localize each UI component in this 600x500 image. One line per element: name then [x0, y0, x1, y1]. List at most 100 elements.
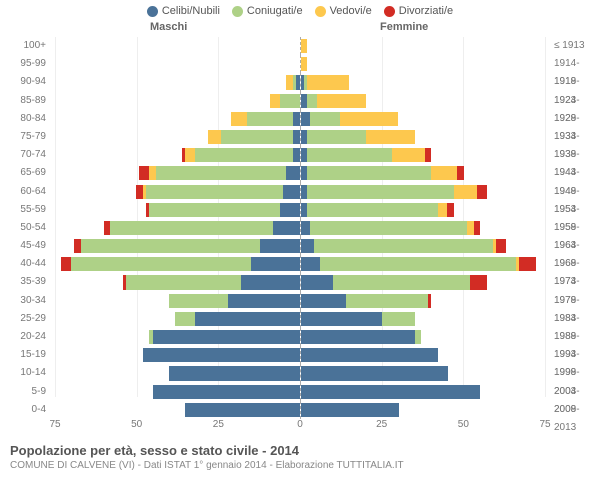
pyramid-row: [55, 237, 545, 255]
pyramid-row: [55, 219, 545, 237]
female-half: [300, 73, 546, 91]
bar-segment: [231, 112, 247, 126]
x-tick: 75: [49, 419, 60, 430]
bar-segment: [301, 112, 311, 126]
legend-item: Coniugati/e: [232, 5, 303, 17]
bar-segment: [169, 366, 300, 380]
bar-segment: [61, 257, 71, 271]
age-label: 65-69: [0, 164, 50, 182]
birth-year-label: 2009-2013: [550, 401, 600, 419]
bar-segment: [301, 403, 399, 417]
x-tick: 0: [297, 419, 303, 430]
age-label: 85-89: [0, 92, 50, 110]
legend-swatch: [315, 6, 326, 17]
bar-segment: [477, 185, 487, 199]
age-label: 40-44: [0, 255, 50, 273]
female-half: [300, 110, 546, 128]
bar-segment: [425, 148, 432, 162]
female-half: [300, 273, 546, 291]
male-half: [55, 73, 300, 91]
bar-segment: [382, 312, 415, 326]
female-half: [300, 164, 546, 182]
male-half: [55, 201, 300, 219]
bar-segment: [283, 185, 299, 199]
male-half: [55, 255, 300, 273]
bar-segment: [317, 94, 366, 108]
bar-segment: [310, 112, 339, 126]
age-label: 90-94: [0, 73, 50, 91]
legend-label: Divorziati/e: [399, 5, 453, 17]
bar-segment: [301, 257, 321, 271]
pyramid-row: [55, 255, 545, 273]
female-half: [300, 128, 546, 146]
bar-segment: [260, 239, 299, 253]
male-half: [55, 346, 300, 364]
female-half: [300, 146, 546, 164]
bar-segment: [81, 239, 261, 253]
female-half: [300, 255, 546, 273]
female-half: [300, 292, 546, 310]
male-half: [55, 146, 300, 164]
bars-area: [55, 37, 545, 417]
pyramid-row: [55, 164, 545, 182]
bar-segment: [301, 39, 308, 53]
female-half: [300, 364, 546, 382]
birth-year-label: 2004-2008: [550, 383, 600, 401]
bar-segment: [195, 312, 300, 326]
female-half: [300, 328, 546, 346]
gender-labels: Maschi Femmine: [0, 21, 600, 37]
bar-segment: [149, 203, 280, 217]
legend-swatch: [232, 6, 243, 17]
bar-segment: [247, 112, 293, 126]
male-half: [55, 128, 300, 146]
bar-segment: [110, 221, 273, 235]
male-half: [55, 110, 300, 128]
birth-year-label: 1989-1993: [550, 328, 600, 346]
age-label: 45-49: [0, 237, 50, 255]
bar-segment: [301, 275, 334, 289]
bar-segment: [301, 294, 347, 308]
pyramid-row: [55, 364, 545, 382]
birth-year-label: 1979-1983: [550, 292, 600, 310]
pyramid-row: [55, 273, 545, 291]
age-label: 80-84: [0, 110, 50, 128]
female-half: [300, 37, 546, 55]
bar-segment: [175, 312, 195, 326]
legend-swatch: [384, 6, 395, 17]
male-half: [55, 92, 300, 110]
bar-segment: [301, 312, 383, 326]
male-half: [55, 273, 300, 291]
bar-segment: [428, 294, 431, 308]
age-label: 55-59: [0, 201, 50, 219]
age-label: 35-39: [0, 273, 50, 291]
male-half: [55, 237, 300, 255]
bar-segment: [221, 130, 293, 144]
bar-segment: [146, 185, 283, 199]
chart-footer: Popolazione per età, sesso e stato civil…: [0, 437, 600, 471]
x-tick: 50: [131, 419, 142, 430]
birth-year-label: ≤ 1913: [550, 37, 600, 55]
age-label: 5-9: [0, 383, 50, 401]
y-axis-left-labels: 100+95-9990-9485-8980-8475-7970-7465-696…: [0, 37, 50, 419]
x-tick: 25: [213, 419, 224, 430]
birth-year-label: 1969-1973: [550, 255, 600, 273]
male-half: [55, 55, 300, 73]
chart-title: Popolazione per età, sesso e stato civil…: [10, 443, 590, 458]
female-half: [300, 219, 546, 237]
bar-segment: [301, 57, 308, 71]
legend-swatch: [147, 6, 158, 17]
pyramid-row: [55, 37, 545, 55]
female-half: [300, 310, 546, 328]
pyramid-row: [55, 55, 545, 73]
bar-segment: [470, 275, 486, 289]
birth-year-label: 1964-1968: [550, 237, 600, 255]
bar-segment: [474, 221, 481, 235]
female-half: [300, 92, 546, 110]
female-half: [300, 401, 546, 419]
bar-segment: [270, 94, 280, 108]
bar-segment: [392, 148, 425, 162]
bar-segment: [71, 257, 251, 271]
pyramid-row: [55, 383, 545, 401]
bar-segment: [340, 112, 399, 126]
bar-segment: [438, 203, 448, 217]
